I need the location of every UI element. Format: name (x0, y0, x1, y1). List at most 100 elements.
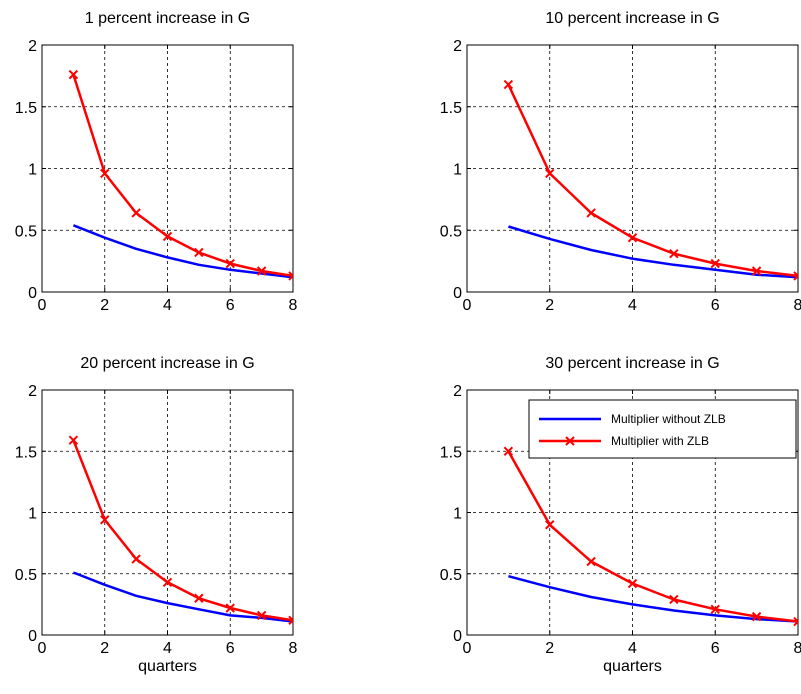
chart-title: 1 percent increase in G (85, 10, 250, 27)
data-point (225, 603, 235, 613)
x-tick-label: 8 (289, 640, 298, 657)
x-tick-label: 6 (711, 640, 720, 657)
data-point (131, 208, 141, 218)
series-group (68, 69, 293, 281)
x-tick-label: 8 (794, 297, 801, 314)
y-tick-label: 1.5 (15, 444, 37, 461)
legend-box (528, 399, 797, 459)
y-tick-label: 0.5 (440, 223, 462, 240)
x-tick-label: 2 (545, 640, 554, 657)
data-point (710, 604, 720, 614)
y-tick-label: 2 (453, 38, 462, 55)
data-point (586, 556, 596, 567)
x-tick-label: 0 (463, 297, 472, 314)
data-point (793, 271, 798, 281)
x-tick-label: 6 (711, 297, 720, 314)
series-group (68, 435, 293, 626)
y-tick-label: 2 (28, 38, 37, 55)
y-tick-label: 0 (453, 285, 462, 302)
data-point (131, 554, 141, 564)
x-tick-label: 2 (545, 297, 554, 314)
x-tick-label: 4 (628, 297, 637, 314)
legend: Multiplier without ZLB Multiplier with ZL… (528, 399, 797, 459)
data-point (100, 168, 110, 179)
data-point (256, 266, 267, 276)
series-line-2 (72, 74, 293, 278)
chart-panel-3: 0 2 4 6 8 0 0.5 1 1.5 2 20 percent increase in G qu… (15, 355, 298, 675)
y-tick-label: 1.5 (440, 100, 462, 117)
data-point (586, 208, 596, 218)
x-axis-label: quarters (603, 658, 662, 675)
legend-label-1: Multiplier without ZLB (611, 412, 726, 426)
data-point (256, 610, 267, 621)
x-tick-label: 0 (38, 640, 47, 657)
data-point (194, 593, 204, 603)
data-point (503, 446, 514, 456)
y-tick-label: 1 (453, 162, 462, 179)
x-tick-label: 0 (463, 640, 472, 657)
data-point (100, 515, 110, 525)
chart-panel-4: 0 2 4 6 8 0 0.5 1 1.5 2 30 percent increase in G qu… (440, 355, 801, 675)
y-tick-label: 0 (453, 628, 462, 645)
chart-panel-1: 0 2 4 6 8 0 0.5 1 1.5 2 1 percent increase in G (15, 10, 298, 314)
data-point (751, 611, 762, 622)
data-point (194, 247, 204, 258)
legend-label-2: Multiplier with ZLB (611, 434, 709, 448)
y-tick-label: 1 (453, 506, 462, 523)
data-point (68, 435, 79, 445)
y-tick-label: 0 (28, 285, 37, 302)
data-point (503, 79, 514, 90)
y-tick-label: 2 (453, 383, 462, 400)
series-group (503, 446, 798, 627)
y-tick-label: 1.5 (15, 100, 37, 117)
x-tick-label: 4 (163, 297, 172, 314)
chart-panel-2: 0 2 4 6 8 0 0.5 1 1.5 2 10 percent increase in G (440, 10, 801, 314)
data-point (162, 577, 173, 588)
series-line-2 (72, 439, 293, 622)
x-tick-label: 0 (38, 297, 47, 314)
series-line-2 (507, 450, 798, 623)
chart-title: 10 percent increase in G (545, 10, 719, 27)
series-group (503, 79, 798, 281)
chart-title: 20 percent increase in G (80, 355, 254, 372)
data-point (793, 616, 798, 627)
data-point (710, 258, 720, 269)
data-point (751, 266, 762, 276)
x-tick-label: 4 (163, 640, 172, 657)
data-point (627, 578, 638, 589)
data-point (225, 258, 235, 269)
y-tick-label: 0 (28, 628, 37, 645)
y-tick-label: 0.5 (440, 567, 462, 584)
y-tick-label: 0.5 (15, 567, 37, 584)
data-point (162, 231, 173, 242)
chart-title: 30 percent increase in G (545, 355, 719, 372)
y-tick-label: 1 (28, 162, 37, 179)
y-tick-label: 0.5 (15, 223, 37, 240)
data-point (627, 232, 638, 243)
x-tick-label: 4 (628, 640, 637, 657)
x-tick-label: 8 (289, 297, 298, 314)
series-line-1 (72, 224, 293, 279)
y-tick-label: 2 (28, 383, 37, 400)
series-line-2 (507, 83, 798, 278)
data-point (68, 69, 79, 80)
data-point (288, 615, 293, 626)
series-line-1 (508, 225, 798, 279)
data-point (545, 168, 555, 179)
data-point (669, 249, 679, 259)
x-tick-label: 2 (100, 297, 109, 314)
y-tick-label: 1.5 (440, 444, 462, 461)
series-line-1 (508, 574, 798, 623)
legend-marker (565, 436, 575, 446)
x-tick-label: 2 (100, 640, 109, 657)
data-point (669, 594, 679, 605)
x-tick-label: 6 (226, 640, 235, 657)
x-tick-label: 8 (794, 640, 801, 657)
series-line-1 (72, 571, 293, 623)
data-point (545, 520, 555, 530)
x-tick-label: 6 (226, 297, 235, 314)
x-axis-label: quarters (138, 658, 197, 675)
y-tick-label: 1 (28, 506, 37, 523)
data-point (288, 271, 293, 281)
